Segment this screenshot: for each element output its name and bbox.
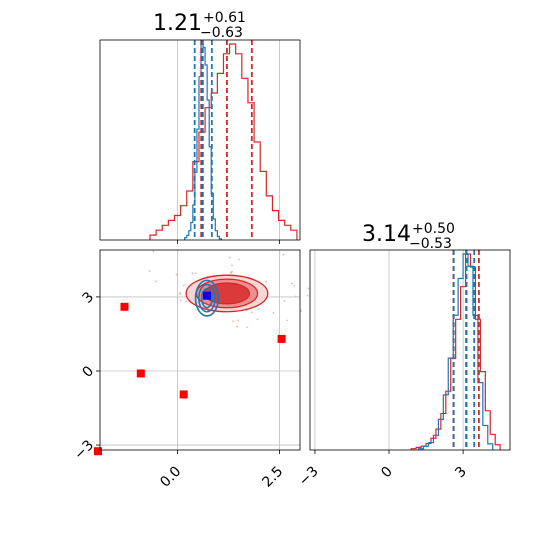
sample-point xyxy=(185,300,188,303)
right-axes-frame xyxy=(309,249,511,451)
right-xtick-label-2: 3 xyxy=(452,464,470,482)
truth-marker-0 xyxy=(120,302,129,311)
joint-ytick-label-2: 3 xyxy=(80,289,98,307)
sample-point xyxy=(228,256,231,259)
sample-point xyxy=(265,280,267,283)
sample-point xyxy=(272,312,275,314)
right-xtick-label-1: 0 xyxy=(378,464,396,482)
contour-secondary-level-0 xyxy=(200,287,214,309)
sample-point xyxy=(307,287,310,290)
panel-p2-histogram: −3 0 3 xyxy=(296,249,511,490)
sample-point xyxy=(237,319,240,322)
sample-point xyxy=(179,293,182,296)
sample-point xyxy=(246,326,248,329)
truth-marker-4 xyxy=(93,447,102,456)
sample-point xyxy=(191,272,194,275)
sample-point xyxy=(258,308,260,310)
contour-secondary-level-2 xyxy=(194,279,220,317)
title-p2-main: 3.14 xyxy=(362,222,411,247)
sample-point xyxy=(293,284,296,287)
joint-ytick-label-1: 0 xyxy=(80,363,98,381)
panel-p1-histogram xyxy=(99,39,301,244)
title-p2-plus: +0.50 xyxy=(412,221,455,237)
sample-point xyxy=(175,273,178,276)
hist-primary-p1 xyxy=(149,43,298,240)
hist-secondary-p1 xyxy=(184,43,223,240)
sample-point xyxy=(238,258,240,261)
sample-point xyxy=(282,253,285,256)
title-p1-main: 1.21 xyxy=(153,11,202,36)
sample-point xyxy=(294,295,297,298)
hist-secondary-p2 xyxy=(418,253,494,450)
joint-xtick-label-1: 2.5 xyxy=(259,464,286,491)
sample-point xyxy=(194,272,197,275)
truth-marker-3 xyxy=(277,334,286,343)
title-p1-minus: −0.63 xyxy=(200,25,243,41)
sample-point xyxy=(256,318,259,321)
title-p2-minus: −0.53 xyxy=(409,236,452,252)
sample-point xyxy=(155,280,157,283)
joint-xtick-label-0: 0.0 xyxy=(157,464,184,491)
sample-point xyxy=(178,291,181,294)
sample-point xyxy=(182,284,185,287)
right-xtick-label-0: −3 xyxy=(296,464,322,490)
sample-point xyxy=(148,270,151,273)
mean-marker xyxy=(202,291,211,300)
sample-point xyxy=(250,311,253,314)
sample-point xyxy=(283,300,286,302)
sample-point xyxy=(152,250,155,253)
sample-point xyxy=(229,271,232,274)
sample-point xyxy=(291,282,293,285)
panel-p1-p2-contour: 0.0 2.5 −3 0 3 xyxy=(71,249,310,491)
sample-point xyxy=(306,294,309,297)
title-p1-plus: +0.61 xyxy=(203,10,246,26)
contour-secondary-level-1 xyxy=(197,283,216,313)
sample-point xyxy=(299,309,302,312)
sample-point xyxy=(236,325,239,328)
joint-axes-frame xyxy=(99,249,301,451)
sample-point xyxy=(180,299,182,302)
truth-marker-2 xyxy=(179,390,188,399)
top-axes-frame xyxy=(99,39,301,241)
sample-point xyxy=(232,320,235,323)
truth-marker-1 xyxy=(136,369,145,378)
joint-ytick-label-0: −3 xyxy=(71,437,97,463)
sample-point xyxy=(231,264,233,267)
hist-primary-p2 xyxy=(410,253,501,450)
sample-point xyxy=(286,319,288,322)
